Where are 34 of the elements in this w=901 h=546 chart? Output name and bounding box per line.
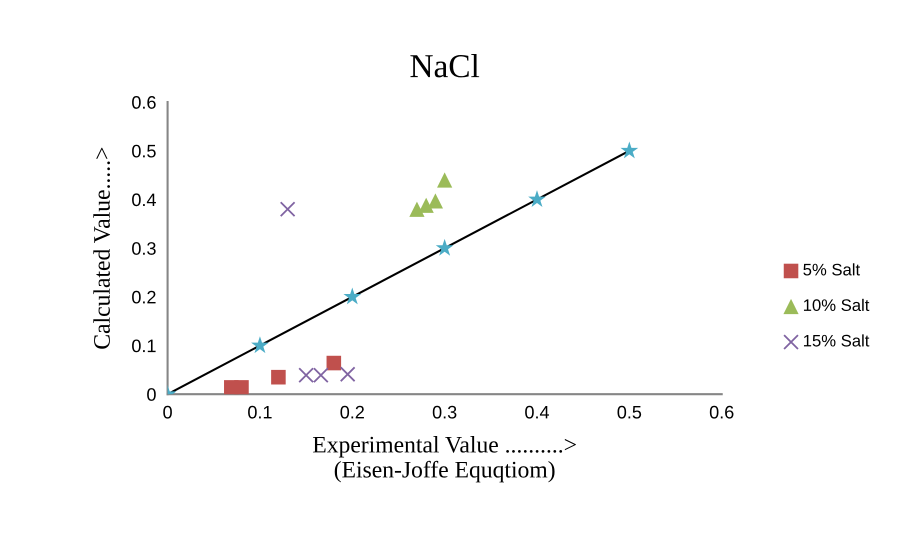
x-axis-title: Experimental Value ..........> (Eisen-Joffe Equqtiom) [312, 436, 576, 482]
x-tick-label: 0.4 [525, 406, 550, 419]
point [343, 288, 362, 304]
point [234, 380, 249, 394]
x-tick-label: 0.2 [340, 406, 364, 419]
point [437, 172, 452, 188]
chart-title: NaCl [410, 54, 480, 78]
point [418, 198, 434, 213]
y-tick-label: 0.3 [132, 242, 156, 255]
point [409, 202, 425, 217]
legend-label: 15% Salt [804, 334, 870, 347]
point [620, 141, 638, 158]
point [436, 238, 454, 256]
y-tick-label: 0.6 [132, 96, 156, 109]
point [340, 366, 356, 382]
point [280, 201, 296, 218]
x-tick-label: 0.6 [710, 406, 734, 419]
point [251, 336, 269, 354]
y-tick-label: 0.2 [132, 290, 156, 304]
y-tick-label: 0 [147, 388, 156, 401]
y-tick-label: 0.5 [132, 144, 156, 158]
legend-label: 10% Salt [804, 298, 870, 312]
x-tick-label: 0 [163, 406, 172, 419]
x-tick-label: 0.3 [432, 406, 456, 419]
y-tick-label: 0.4 [132, 193, 156, 206]
point [326, 356, 342, 370]
point [271, 370, 286, 384]
point [528, 190, 546, 208]
x-tick-label: 0.5 [618, 406, 642, 419]
legend-label: 5% Salt [803, 263, 860, 276]
x-tick-label: 0.1 [248, 406, 272, 419]
point [428, 193, 444, 209]
y-axis-title: Calculated Value.....> [93, 148, 110, 349]
y-tick-label: 0.1 [132, 339, 156, 352]
